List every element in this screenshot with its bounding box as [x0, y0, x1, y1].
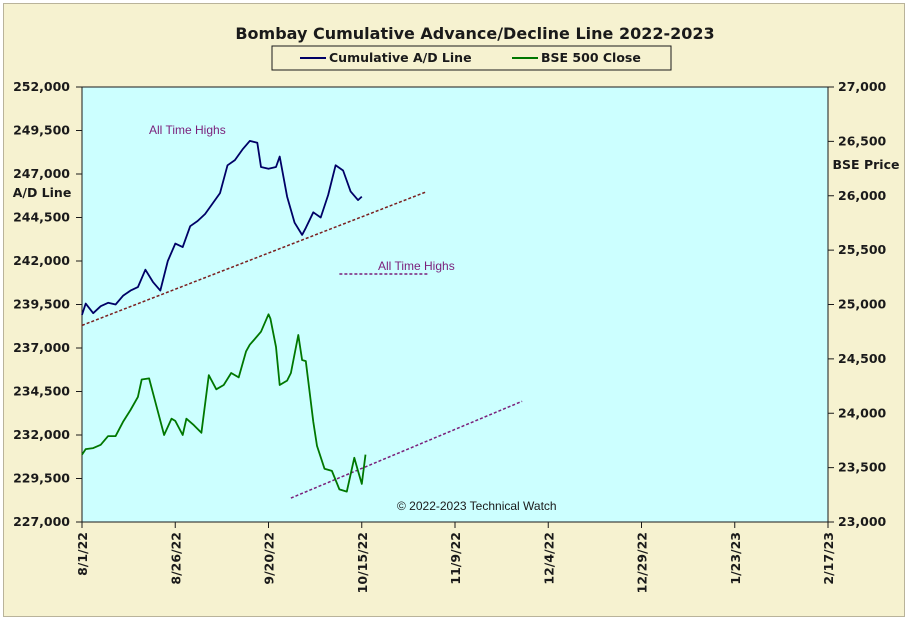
legend: Cumulative A/D Line BSE 500 Close — [271, 45, 672, 71]
right-tick-label: 26,500 — [838, 133, 887, 148]
legend-label-ad-line: Cumulative A/D Line — [329, 50, 472, 65]
legend-label-bse: BSE 500 Close — [541, 50, 641, 65]
left-tick-label: 244,500 — [13, 210, 70, 225]
trendline-2 — [290, 400, 523, 499]
series-lines — [81, 139, 367, 493]
x-tick-label: 12/4/22 — [541, 532, 556, 585]
left-tick-label: 249,500 — [13, 123, 70, 138]
left-tick-label: 247,000 — [13, 166, 70, 181]
left-tick-label: 234,500 — [13, 384, 70, 399]
x-tick-label: 8/26/22 — [168, 532, 183, 585]
left-axis: 252,000 249,500 247,000 244,500 242,000 239,5… — [13, 79, 82, 529]
trendline-1 — [81, 191, 426, 327]
x-tick-label: 11/9/22 — [448, 532, 463, 585]
x-tick-label: 1/23/23 — [728, 532, 743, 585]
left-tick-label: 227,000 — [13, 514, 70, 529]
copyright-text: © 2022-2023 Technical Watch — [397, 499, 557, 513]
trendlines — [81, 191, 523, 499]
legend-box — [271, 45, 672, 71]
left-tick-label: 242,000 — [13, 253, 70, 268]
right-axis-label: BSE Price — [833, 157, 900, 172]
annotation-ad-all-time-highs: All Time Highs — [149, 123, 226, 137]
x-tick-label: 9/20/22 — [262, 532, 277, 585]
x-tick-label: 10/15/22 — [355, 532, 370, 593]
right-tick-label: 25,000 — [838, 297, 887, 312]
right-tick-label: 24,500 — [838, 351, 887, 366]
x-tick-label: 8/1/22 — [75, 532, 90, 576]
right-axis: 27,000 26,500 26,000 25,500 25,000 24,500 24,0… — [828, 79, 887, 529]
right-tick-label: 25,500 — [838, 242, 887, 257]
x-tick-label: 2/17/23 — [821, 532, 836, 585]
left-tick-label: 252,000 — [13, 79, 70, 94]
chart-title: Bombay Cumulative Advance/Decline Line 2… — [235, 24, 714, 43]
left-tick-label: 232,000 — [13, 427, 70, 442]
plot-area — [81, 86, 829, 523]
series-line-bse-500 — [81, 313, 367, 493]
right-tick-label: 27,000 — [838, 79, 887, 94]
x-axis: 8/1/22 8/26/22 9/20/22 10/15/22 11/9/22 12/4/… — [75, 522, 836, 593]
x-tick-label: 12/29/22 — [635, 532, 650, 593]
left-tick-label: 229,500 — [13, 471, 70, 486]
right-tick-label: 23,000 — [838, 514, 887, 529]
series-line-ad-line — [81, 139, 363, 316]
right-tick-label: 26,000 — [838, 188, 887, 203]
annotation-bse-all-time-highs: All Time Highs — [378, 259, 455, 273]
left-tick-label: 239,500 — [13, 297, 70, 312]
right-tick-label: 23,500 — [838, 460, 887, 475]
left-tick-label: 237,000 — [13, 340, 70, 355]
left-axis-label: A/D Line — [13, 185, 72, 200]
right-tick-label: 24,000 — [838, 405, 887, 420]
